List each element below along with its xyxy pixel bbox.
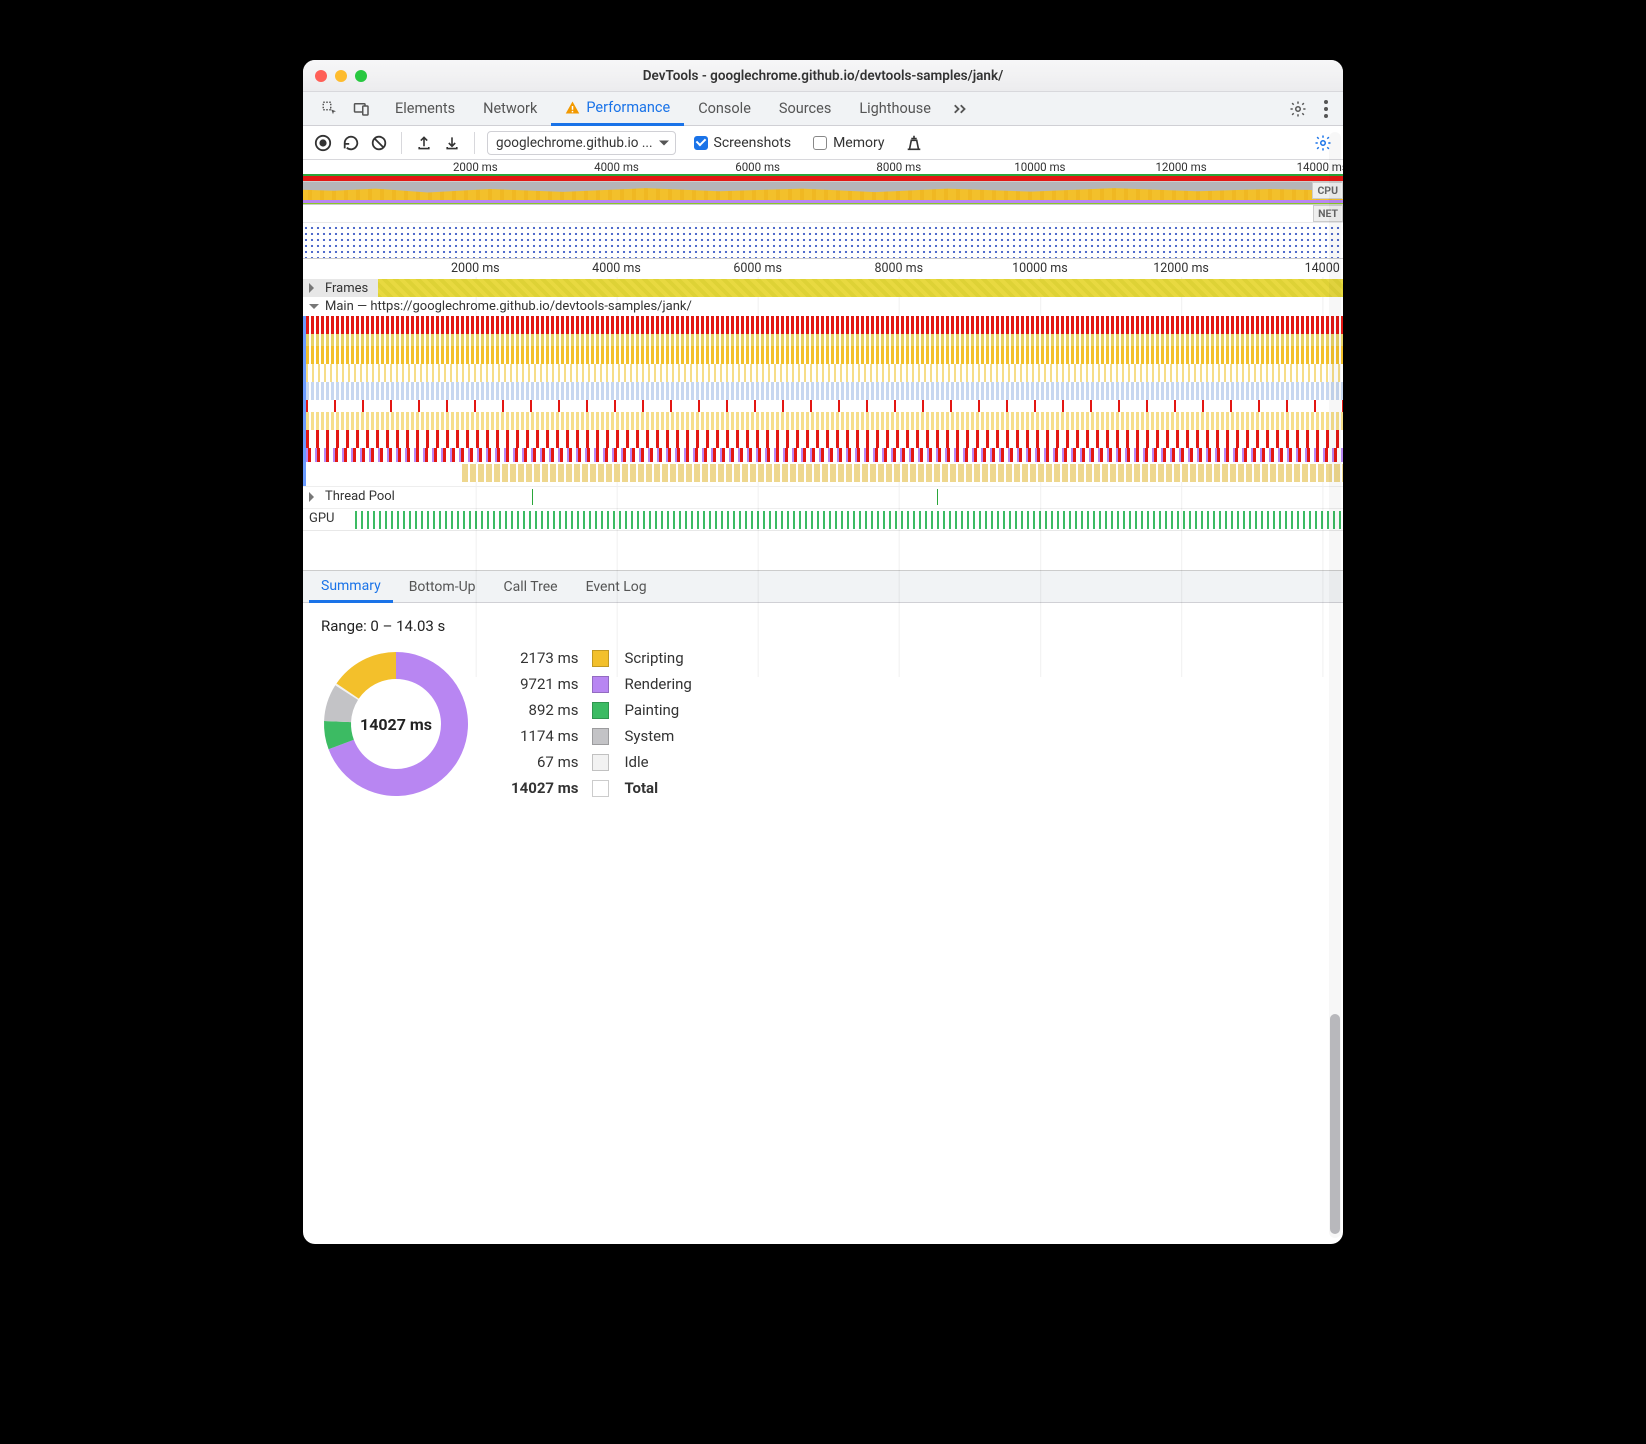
detail-tab-call-tree[interactable]: Call Tree: [492, 571, 570, 602]
panel-tab-label: Sources: [779, 100, 831, 117]
panel-tab-label: Network: [483, 100, 537, 117]
frames-track[interactable]: Frames: [303, 279, 1343, 297]
legend-swatch: [592, 702, 609, 719]
legend-label: Total: [624, 779, 691, 797]
gpu-label: GPU: [309, 511, 335, 526]
devtools-window: DevTools - googlechrome.github.io/devtoo…: [303, 60, 1343, 1244]
panel-tab-performance[interactable]: Performance: [551, 93, 684, 126]
panel-tab-label: Console: [698, 100, 751, 117]
panel-tab-network[interactable]: Network: [469, 92, 551, 125]
panel-tab-sources[interactable]: Sources: [765, 92, 845, 125]
panel-tab-label: Lighthouse: [859, 100, 931, 117]
ruler-tick: 6000 ms: [735, 160, 780, 174]
panel-tab-console[interactable]: Console: [684, 92, 765, 125]
main-track-label: Main — https://googlechrome.github.io/de…: [325, 299, 692, 314]
inspect-element-icon[interactable]: [321, 100, 339, 118]
details-pane: SummaryBottom-UpCall TreeEvent Log Range…: [303, 570, 1343, 1244]
garbage-collect-icon[interactable]: [904, 133, 924, 153]
main-flamechart[interactable]: [303, 316, 1343, 486]
checkbox-on-icon: [694, 136, 708, 150]
overview-net-strip: NET: [303, 204, 1343, 222]
minimize-window-button[interactable]: [335, 70, 347, 82]
ruler-tick: 6000 ms: [733, 261, 782, 276]
legend-swatch: [592, 754, 609, 771]
legend-swatch: [592, 780, 609, 797]
kebab-menu-icon[interactable]: [1317, 100, 1335, 118]
overview-fps-bar: [303, 174, 1343, 182]
legend-ms: 9721 ms: [511, 675, 578, 693]
ruler-tick: 2000 ms: [451, 261, 500, 276]
panel-tab-lighthouse[interactable]: Lighthouse: [845, 92, 945, 125]
memory-checkbox[interactable]: Memory: [813, 135, 884, 151]
legend-label: Scripting: [624, 649, 691, 667]
summary-range: Range: 0 – 14.03 s: [321, 617, 1325, 635]
overview-cpu-chart: CPU: [303, 182, 1343, 204]
ruler-tick: 10000 ms: [1014, 160, 1065, 174]
legend-label: Rendering: [624, 675, 691, 693]
detail-tab-bottom-up[interactable]: Bottom-Up: [397, 571, 488, 602]
frames-label: Frames: [325, 281, 368, 296]
donut-center-label: 14027 ms: [321, 649, 471, 799]
timeline-ruler: 2000 ms 4000 ms 6000 ms 8000 ms 10000 ms 1200…: [303, 259, 1343, 279]
main-track-header[interactable]: Main — https://googlechrome.github.io/de…: [303, 297, 1343, 316]
legend-label: Painting: [624, 701, 691, 719]
clear-button[interactable]: [369, 133, 389, 153]
ruler-tick: 12000 ms: [1155, 160, 1206, 174]
threadpool-label: Thread Pool: [325, 489, 395, 504]
overview-screenshot-strip: [303, 222, 1343, 258]
reload-record-button[interactable]: [341, 133, 361, 153]
legend-ms: 1174 ms: [511, 727, 578, 745]
legend-swatch: [592, 728, 609, 745]
settings-gear-icon[interactable]: [1289, 100, 1307, 118]
checkbox-off-icon: [813, 136, 827, 150]
scrollbar[interactable]: [1329, 132, 1341, 1238]
screenshots-label: Screenshots: [714, 135, 792, 151]
zoom-window-button[interactable]: [355, 70, 367, 82]
threadpool-track[interactable]: Thread Pool: [303, 486, 1343, 508]
memory-label: Memory: [833, 135, 884, 151]
summary-legend: 2173 ms Scripting 9721 ms Rendering 892 ms Pa…: [511, 649, 692, 797]
ruler-tick: 8000 ms: [876, 160, 921, 174]
panel-tab-elements[interactable]: Elements: [381, 92, 469, 125]
titlebar: DevTools - googlechrome.github.io/devtoo…: [303, 60, 1343, 92]
gpu-track[interactable]: GPU: [303, 508, 1343, 530]
legend-label: System: [624, 727, 691, 745]
panel-tab-label: Elements: [395, 100, 455, 117]
host-select[interactable]: googlechrome.github.io ...: [487, 131, 676, 155]
panel-tab-strip: Elements Network Performance Console Sources…: [303, 92, 1343, 126]
legend-ms: 14027 ms: [511, 779, 578, 797]
legend-ms: 892 ms: [511, 701, 578, 719]
summary-panel: Range: 0 – 14.03 s 14027 ms 2173 ms Scrip…: [303, 603, 1343, 813]
download-profile-icon[interactable]: [442, 133, 462, 153]
flamechart-pane[interactable]: 2000 ms 4000 ms 6000 ms 8000 ms 10000 ms 1200…: [303, 259, 1343, 570]
window-title: DevTools - googlechrome.github.io/devtoo…: [303, 68, 1343, 84]
overview-ruler: 2000 ms 4000 ms 6000 ms 8000 ms 10000 ms 1200…: [303, 160, 1343, 174]
ruler-tick: 8000 ms: [874, 261, 923, 276]
legend-swatch: [592, 676, 609, 693]
legend-ms: 67 ms: [511, 753, 578, 771]
scrollbar-thumb[interactable]: [1330, 1014, 1340, 1234]
device-toolbar-icon[interactable]: [353, 100, 371, 118]
detail-tab-summary[interactable]: Summary: [309, 572, 393, 603]
upload-profile-icon[interactable]: [414, 133, 434, 153]
panel-tab-label: Performance: [586, 99, 670, 116]
detail-tabs: SummaryBottom-UpCall TreeEvent Log: [303, 571, 1343, 603]
summary-donut: 14027 ms: [321, 649, 471, 799]
record-button[interactable]: [313, 133, 333, 153]
ruler-tick: 10000 ms: [1012, 261, 1068, 276]
perf-toolbar: googlechrome.github.io ... Screenshots M…: [303, 126, 1343, 160]
legend-label: Idle: [624, 753, 691, 771]
screenshots-checkbox[interactable]: Screenshots: [694, 135, 792, 151]
ruler-tick: 2000 ms: [453, 160, 498, 174]
ruler-tick: 12000 ms: [1153, 261, 1209, 276]
more-tabs-icon[interactable]: [951, 100, 969, 118]
legend-ms: 2173 ms: [511, 649, 578, 667]
ruler-tick: 4000 ms: [594, 160, 639, 174]
legend-swatch: [592, 650, 609, 667]
close-window-button[interactable]: [315, 70, 327, 82]
ruler-tick: 4000 ms: [592, 261, 641, 276]
overview-pane[interactable]: 2000 ms 4000 ms 6000 ms 8000 ms 10000 ms 1200…: [303, 160, 1343, 259]
window-traffic-lights: [315, 70, 367, 82]
warning-icon: [565, 100, 580, 115]
